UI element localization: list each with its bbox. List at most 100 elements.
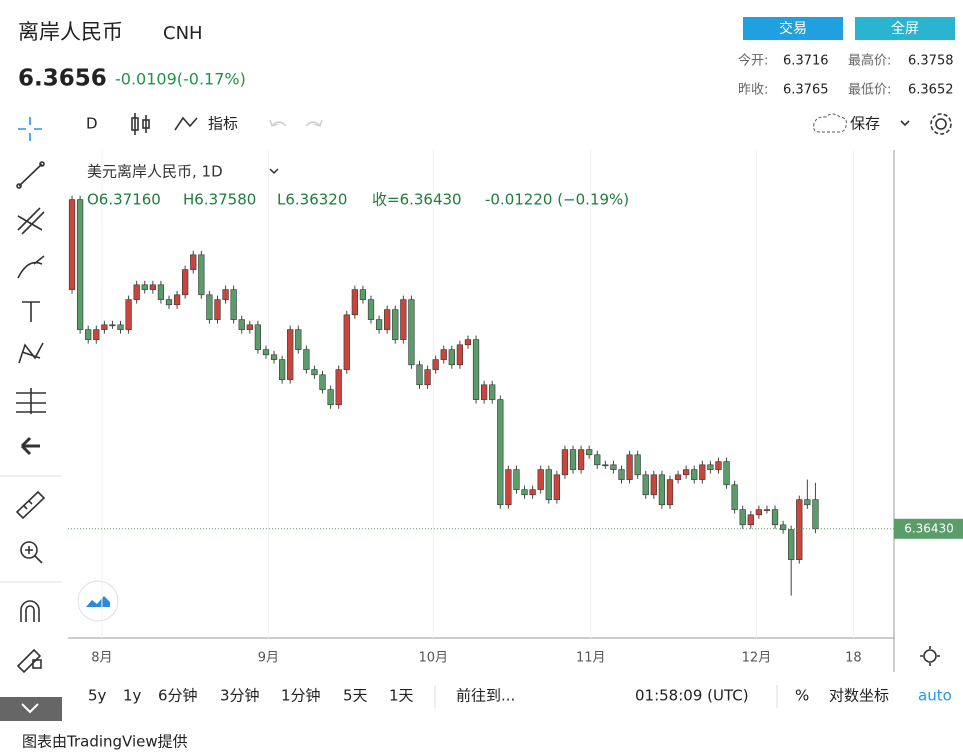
candle-body	[489, 384, 496, 400]
redo[interactable]	[305, 119, 323, 127]
candle-body	[76, 199, 84, 330]
candle-body	[602, 464, 609, 467]
candle-body	[279, 359, 286, 380]
left-tools[interactable]	[15, 117, 46, 674]
fullscreen-label[interactable]: 全屏	[891, 20, 919, 37]
candle-body	[456, 344, 464, 366]
candle-body	[545, 469, 552, 500]
trade-label[interactable]: 交易	[779, 20, 807, 37]
candle-body	[610, 464, 617, 470]
save[interactable]: 保存	[850, 115, 880, 133]
candle-body	[182, 269, 189, 296]
range-button[interactable]: 1y	[123, 687, 142, 705]
candle-body	[392, 309, 399, 340]
ohlc-legend: O6.37160 H6.37580 L6.36320 收=6.36430 -0.0122…	[87, 191, 629, 209]
candle-body	[594, 454, 601, 466]
candle-body	[634, 454, 641, 476]
candle-body	[650, 474, 657, 496]
candle-body	[335, 369, 342, 406]
collapse[interactable]	[0, 697, 62, 721]
low: 6.3652	[908, 83, 954, 98]
goto[interactable]: 前往到...	[456, 687, 515, 705]
candle-body	[715, 461, 722, 470]
indicator-icon[interactable]	[174, 116, 198, 131]
candle-body	[270, 354, 278, 360]
settings[interactable]	[935, 118, 947, 130]
cloud-icon[interactable]	[813, 113, 847, 133]
interval[interactable]: D	[86, 115, 98, 133]
title-menu[interactable]	[269, 168, 279, 175]
candle-body	[804, 499, 811, 506]
candle-body	[779, 524, 787, 530]
candle-icon[interactable]	[131, 113, 150, 135]
ohlc-item: 收=6.36430	[372, 191, 462, 209]
range-button[interactable]: 1分钟	[281, 687, 321, 705]
candle-body	[586, 449, 593, 456]
candle-body	[666, 479, 674, 506]
candle-body	[755, 509, 762, 516]
last-price-label: 6.36430	[904, 521, 954, 535]
settings-gear[interactable]	[930, 113, 952, 135]
auto-scale[interactable]: auto	[918, 687, 952, 705]
x-tick-label: 12月	[742, 651, 772, 666]
percent[interactable]: %	[795, 687, 809, 705]
candle-body	[739, 509, 746, 526]
last-price-box	[894, 518, 963, 539]
chart-title: 美元离岸人民币, 1D	[87, 163, 223, 181]
collapse-arrow[interactable]	[21, 703, 39, 714]
candle-body	[173, 294, 181, 306]
candle-body	[481, 384, 488, 400]
candle-body	[561, 449, 569, 476]
ohlc-item: L6.36320	[277, 191, 347, 209]
candle-body	[400, 299, 407, 340]
quote: 今开: 6.3716 最高价: 6.3758 昨收: 6.3765 最低价: 6…	[738, 53, 954, 98]
grid	[101, 150, 854, 638]
candle-body	[198, 254, 205, 296]
candle-body	[133, 284, 140, 300]
x-tick-label: 18	[845, 651, 862, 666]
range-button[interactable]: 6分钟	[158, 687, 198, 705]
range-button[interactable]: 5天	[343, 687, 368, 705]
candle-body	[303, 349, 310, 370]
high: 6.3758	[908, 54, 954, 69]
fullscreen-button[interactable]	[855, 17, 955, 40]
candle-body	[521, 489, 528, 496]
candle-body	[351, 289, 358, 316]
candle-body	[384, 309, 391, 330]
candle-body	[93, 329, 100, 340]
candle-body	[763, 509, 771, 511]
candle-body	[577, 449, 585, 470]
range-button[interactable]: 1天	[389, 687, 414, 705]
tv-logo-bg[interactable]	[77, 580, 119, 622]
trade-button[interactable]	[743, 17, 843, 40]
prev: 6.3765	[783, 83, 829, 98]
tv-logo[interactable]	[86, 596, 110, 607]
x-tick-label: 10月	[418, 651, 448, 666]
candle-body	[497, 399, 504, 506]
candle-body	[238, 319, 245, 330]
open-label: 今开:	[738, 53, 768, 69]
candle-body	[375, 319, 383, 330]
log-scale[interactable]: 对数坐标	[829, 687, 889, 705]
candle-body	[618, 469, 625, 480]
axis-settings[interactable]	[920, 646, 940, 666]
range-bar: 5y 1y 6分钟 3分钟 1分钟 5天 1天	[88, 687, 414, 705]
candle-body	[416, 364, 423, 386]
candle-body	[190, 254, 197, 270]
ohlc-item: O6.37160	[87, 191, 161, 209]
indicators[interactable]: 指标	[208, 115, 238, 133]
candle-body	[287, 329, 294, 380]
undo[interactable]	[269, 119, 287, 127]
candle-body	[214, 299, 221, 320]
range-button[interactable]: 5y	[88, 687, 107, 705]
candle-body	[319, 374, 326, 390]
candle-body	[505, 469, 512, 506]
candle-body	[569, 449, 577, 470]
candle-body	[747, 514, 754, 526]
low-label: 最低价:	[848, 83, 891, 98]
range-button[interactable]: 3分钟	[220, 687, 260, 705]
candle-body	[295, 329, 302, 350]
save-menu[interactable]	[900, 120, 910, 127]
